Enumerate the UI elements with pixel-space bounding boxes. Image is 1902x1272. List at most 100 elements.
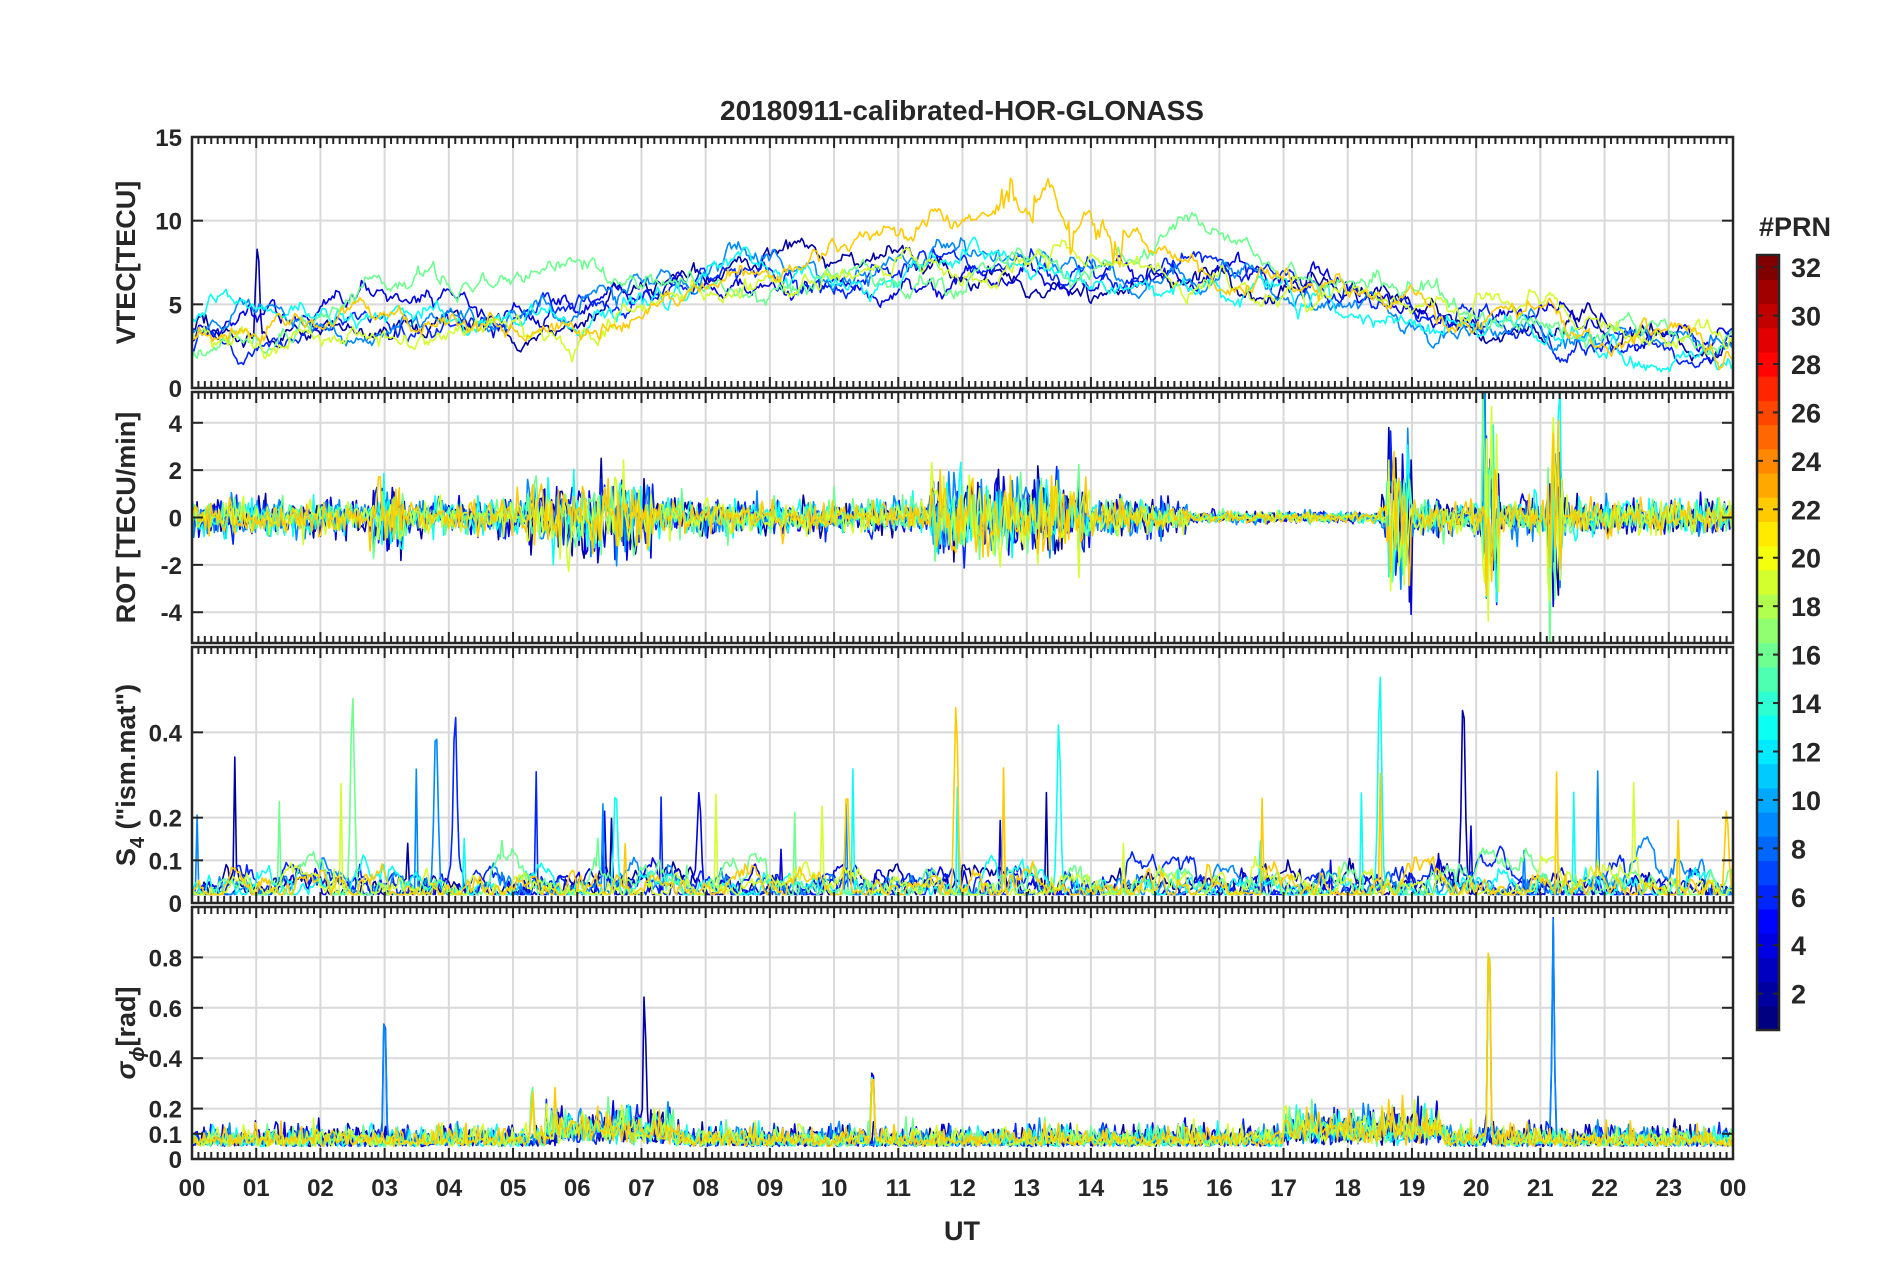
panel-s4: 00.10.20.4S4 ("ism.mat") [111, 645, 1735, 918]
colorbar-tick-label: 4 [1791, 931, 1806, 961]
colorbar-cell [1757, 327, 1779, 353]
series-group [192, 392, 1733, 643]
y-axis-label: ROT [TECU/min] [111, 412, 141, 623]
colorbar-cell [1757, 763, 1779, 789]
y-tick-label: 0.2 [149, 1097, 182, 1124]
y-tick-label: -4 [161, 600, 183, 627]
colorbar-frame [1755, 253, 1781, 1032]
y-axis-label: VTEC[TECU] [111, 181, 141, 345]
series-line-prn-16 [192, 211, 1733, 360]
y-tick-label: 4 [169, 411, 183, 438]
x-tick-label: 02 [307, 1175, 334, 1202]
y-tick-label: 0.1 [149, 1122, 182, 1149]
x-tick-label: 23 [1655, 1175, 1682, 1202]
x-tick-label: 18 [1334, 1175, 1361, 1202]
x-tick-label: 21 [1527, 1175, 1554, 1202]
x-tick-label: 08 [692, 1175, 719, 1202]
x-tick-label: 00 [179, 1175, 206, 1202]
series-group [192, 916, 1733, 1148]
y-axis-label: S4 ("ism.mat") [111, 684, 149, 866]
x-tick-label: 15 [1142, 1175, 1169, 1202]
series-line-prn-22 [192, 419, 1733, 597]
minor-ticks [191, 907, 1734, 1160]
x-tick-label: 13 [1013, 1175, 1040, 1202]
colorbar-cell [1757, 836, 1779, 862]
colorbar-cell [1757, 255, 1779, 280]
series-line-prn-22 [192, 952, 1733, 1148]
y-label-main: S [111, 848, 141, 866]
series-line-prn-6 [192, 248, 1733, 369]
panel-rot: -4 -2 0 2 4 ROT [TECU/min] [111, 390, 1735, 645]
x-tick-label: 07 [628, 1175, 655, 1202]
x-tick-label: 01 [243, 1175, 270, 1202]
y-tick-label: 5 [169, 292, 182, 319]
x-axis: 00 01 02 03 04 05 06 07 08 09 10 11 12 13 14 15 16 17 18 19… [179, 1175, 1747, 1202]
colorbar-tick-label: 10 [1791, 786, 1821, 816]
colorbar-cell [1757, 279, 1779, 305]
colorbar-cell [1757, 957, 1779, 983]
y-tick-label: -2 [161, 553, 182, 580]
x-tick-label: 11 [886, 1175, 911, 1202]
colorbar-title: #PRN [1759, 212, 1831, 242]
colorbar-tick-label: 28 [1791, 350, 1821, 380]
colorbar-cell [1757, 424, 1779, 450]
colorbar-tick-label: 8 [1791, 834, 1806, 864]
colorbar-cell [1757, 545, 1779, 571]
panel-vtec: 0 5 10 15 VTEC[TECU] [111, 125, 1735, 403]
y-tick-label: 2 [169, 458, 182, 485]
colorbar-cell [1757, 400, 1779, 426]
x-tick-label: 17 [1270, 1175, 1297, 1202]
y-tick-label: 0 [169, 506, 182, 533]
colorbar-tick-label: 14 [1791, 689, 1821, 719]
y-tick-label: 0 [169, 376, 182, 403]
x-tick-label: 04 [435, 1175, 462, 1202]
colorbar-cell [1757, 521, 1779, 547]
y-tick-label: 0 [169, 1147, 182, 1174]
x-tick-label: 05 [500, 1175, 527, 1202]
colorbar-cell [1757, 569, 1779, 595]
x-tick-label: 00 [1720, 1175, 1747, 1202]
y-tick-label: 10 [155, 209, 182, 236]
colorbar-cell [1757, 981, 1779, 1007]
y-label-main: σ [111, 1061, 141, 1080]
x-axis-label: UT [944, 1216, 980, 1246]
colorbar-tick-label: 30 [1791, 302, 1821, 332]
y-tick-label: 0.2 [149, 806, 182, 833]
y-label-rest: ("ism.mat") [111, 684, 141, 837]
minor-ticks [191, 136, 1734, 389]
colorbar-cell [1757, 642, 1779, 668]
colorbar-cell [1757, 908, 1779, 934]
colorbar-cell [1757, 787, 1779, 813]
colorbar-tick-label: 20 [1791, 544, 1821, 574]
x-tick-label: 16 [1206, 1175, 1233, 1202]
y-label-sub: 4 [127, 836, 149, 848]
colorbar-cell [1757, 448, 1779, 474]
colorbar-tick-label: 18 [1791, 592, 1821, 622]
y-tick-label: 0.4 [149, 1046, 183, 1073]
colorbar-cell [1757, 497, 1779, 523]
y-label-sub: ϕ [127, 1046, 149, 1061]
series-line-prn-19 [192, 239, 1733, 363]
y-label-rest: [rad] [111, 986, 141, 1046]
y-tick-label: 0.1 [149, 848, 182, 875]
series-line-prn-9 [192, 237, 1733, 353]
x-tick-label: 19 [1399, 1175, 1426, 1202]
minor-ticks [191, 392, 1734, 643]
colorbar-cell [1757, 472, 1779, 498]
colorbar-tick-label: 12 [1791, 737, 1821, 767]
x-tick-label: 20 [1463, 1175, 1490, 1202]
colorbar-cell [1757, 739, 1779, 765]
colorbar-tick-label: 26 [1791, 398, 1821, 428]
colorbar-tick-label: 2 [1791, 980, 1806, 1010]
colorbar-cell [1757, 860, 1779, 886]
colorbar-cell [1757, 812, 1779, 837]
x-tick-label: 14 [1078, 1175, 1105, 1202]
colorbar-cell [1757, 594, 1779, 619]
colorbar-cell [1757, 666, 1779, 692]
panel-sigma_phi: 00.10.20.40.60.8σϕ[rad] [111, 905, 1735, 1174]
y-tick-label: 0.6 [149, 996, 182, 1023]
y-tick-label: 0.4 [149, 720, 183, 747]
